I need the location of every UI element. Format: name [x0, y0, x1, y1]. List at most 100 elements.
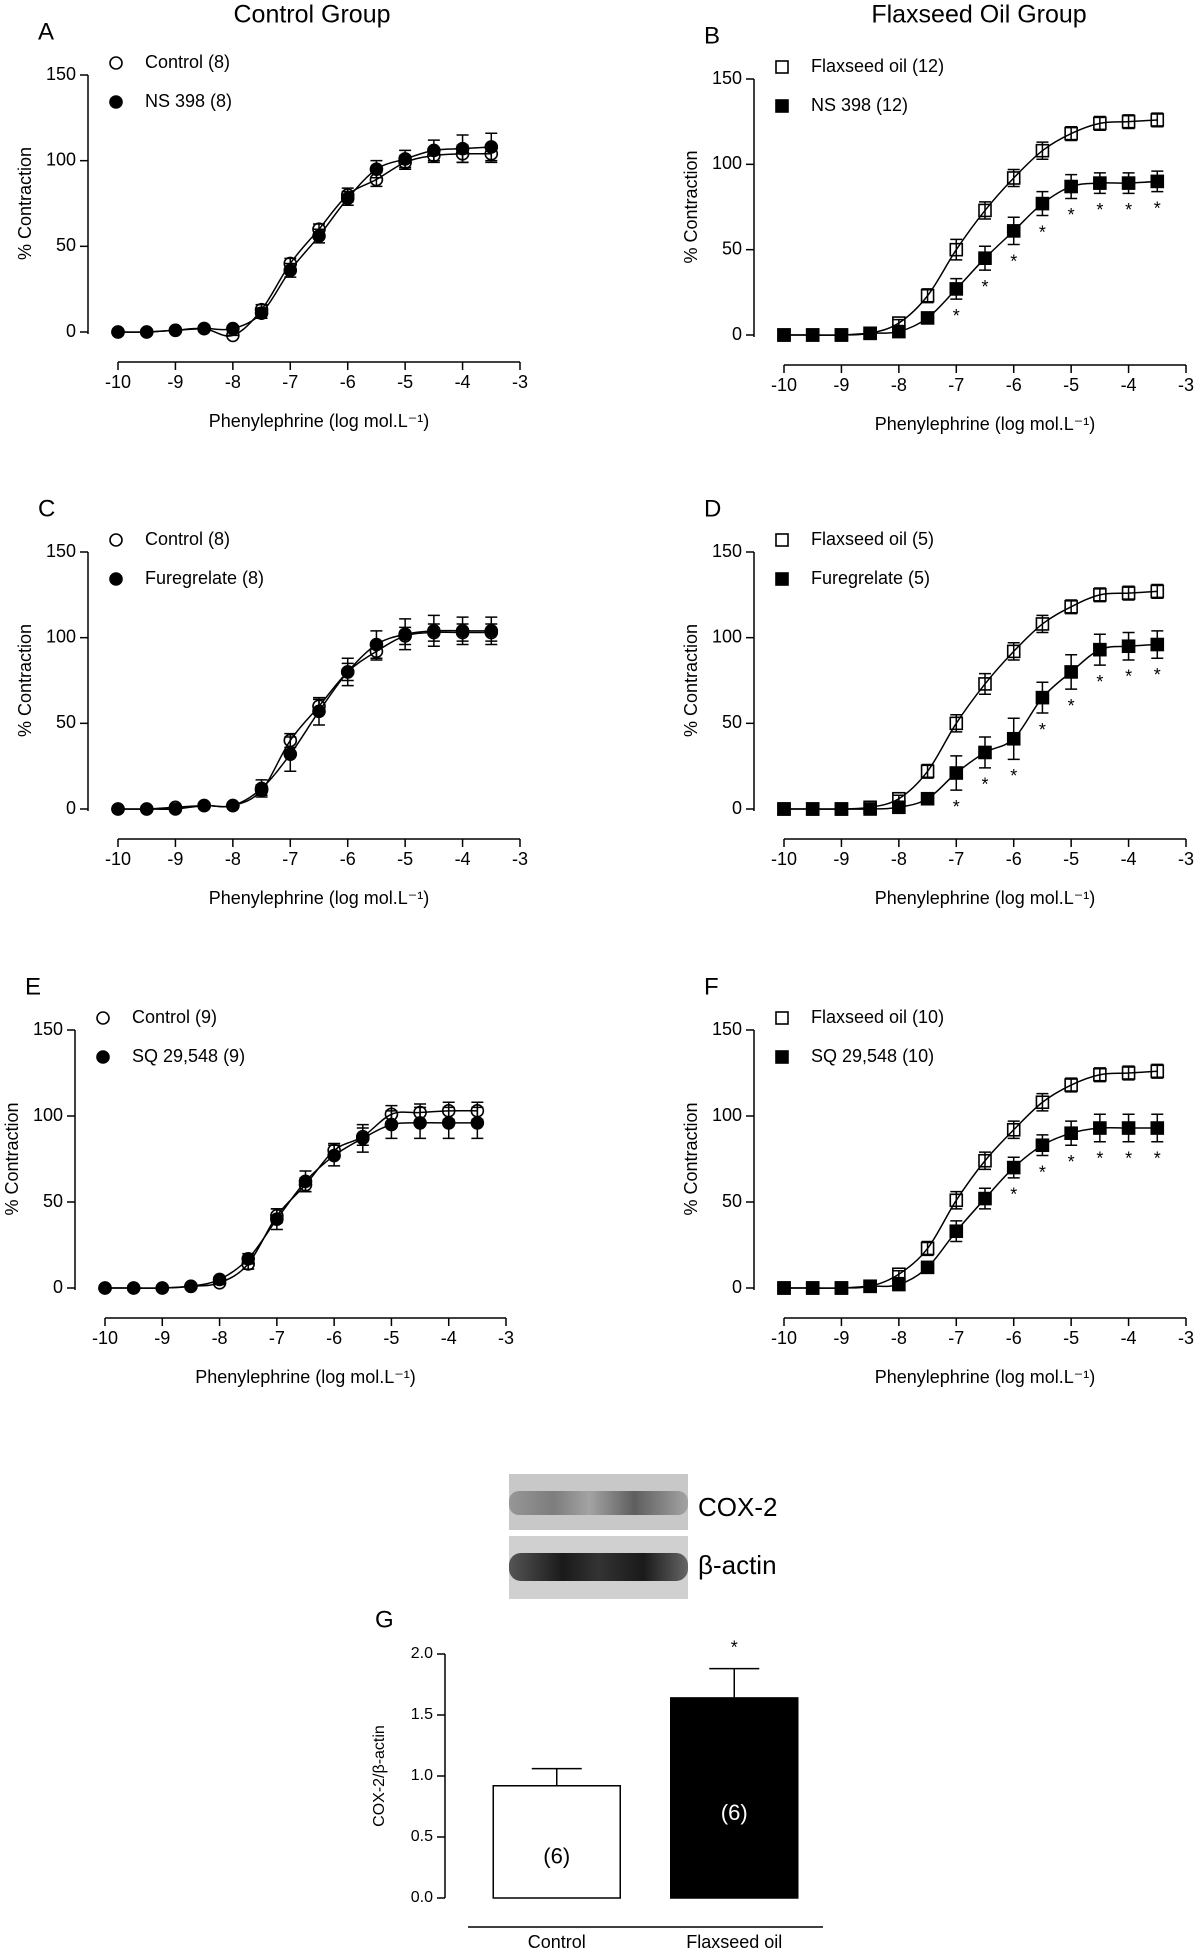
- data-point: [1121, 176, 1136, 190]
- data-point: [455, 624, 470, 638]
- data-point: [398, 627, 412, 642]
- legend-marker: [109, 533, 123, 547]
- data-point: [920, 1260, 935, 1275]
- data-point: [1035, 196, 1050, 211]
- x-tick-label: -3: [1178, 375, 1194, 395]
- data-point: [1121, 114, 1136, 129]
- data-point: [1121, 1066, 1136, 1080]
- x-tick-label: -5: [383, 1328, 399, 1348]
- error-bar: [1151, 1063, 1164, 1079]
- data-point: [1121, 639, 1136, 654]
- data-point: [805, 1281, 820, 1295]
- data-point: [978, 1153, 992, 1168]
- data-point: [1093, 116, 1107, 131]
- legend-marker: [96, 1050, 110, 1064]
- blot-band: [509, 1553, 688, 1581]
- significance-mark: *: [981, 775, 988, 795]
- error-bar: [1122, 114, 1135, 130]
- data-point: [155, 1281, 170, 1295]
- y-tick-label: 0: [66, 798, 76, 818]
- legend-label: SQ 29,548 (9): [132, 1046, 245, 1066]
- data-point: [98, 1281, 112, 1295]
- x-axis-label: Phenylephrine (log mol.L⁻¹): [875, 414, 1096, 434]
- data-point: [1064, 126, 1078, 141]
- error-bar: [1122, 1065, 1135, 1081]
- data-point: [949, 766, 964, 780]
- significance-mark: *: [1125, 1149, 1132, 1169]
- x-axis-label: Phenylephrine (log mol.L⁻¹): [195, 1367, 416, 1387]
- blot-band: [509, 1491, 688, 1515]
- x-tick-label: -10: [771, 1328, 797, 1348]
- legend-marker: [775, 99, 789, 113]
- x-tick-label: -6: [340, 372, 356, 392]
- y-tick-label: 0.0: [411, 1889, 433, 1906]
- significance-mark: *: [1154, 665, 1161, 685]
- data-point: [226, 798, 240, 813]
- data-point: [1064, 179, 1078, 194]
- x-tick-label: -3: [498, 1328, 514, 1348]
- data-point: [978, 251, 992, 265]
- data-point: [805, 802, 820, 816]
- data-point: [1150, 1121, 1165, 1135]
- legend-label: Furegrelate (5): [811, 568, 930, 588]
- y-tick-label: 100: [33, 1105, 63, 1125]
- x-tick-label: -9: [167, 849, 183, 869]
- data-point: [470, 1116, 485, 1130]
- error-bar: [1065, 1077, 1078, 1093]
- data-point: [863, 326, 877, 341]
- x-tick-label: -7: [948, 375, 964, 395]
- legend-label: Control (8): [145, 52, 230, 72]
- y-tick-label: 0: [732, 1277, 742, 1297]
- x-tick-label: -8: [212, 1328, 228, 1348]
- significance-mark: *: [1096, 200, 1103, 220]
- fit-curve: [117, 631, 492, 810]
- data-point: [1150, 584, 1165, 599]
- significance-mark: *: [1096, 1149, 1103, 1169]
- blot-label: β-actin: [698, 1550, 777, 1580]
- significance-mark: *: [1039, 1162, 1046, 1182]
- legend-label: SQ 29,548 (10): [811, 1046, 934, 1066]
- data-point: [384, 1117, 399, 1132]
- y-tick-label: 2.0: [411, 1645, 433, 1662]
- y-tick-label: 100: [46, 626, 76, 646]
- legend-marker: [109, 572, 123, 586]
- data-point: [978, 1191, 992, 1206]
- x-tick-label: -8: [891, 1328, 907, 1348]
- data-point: [1121, 1121, 1136, 1135]
- data-point: [197, 321, 211, 336]
- error-bar: [1065, 599, 1078, 615]
- y-tick-label: 100: [712, 1105, 742, 1125]
- x-tick-label: -4: [455, 372, 471, 392]
- significance-mark: *: [1010, 251, 1017, 271]
- panel-label: E: [25, 973, 41, 1000]
- significance-mark: *: [981, 277, 988, 297]
- x-axis-label: Phenylephrine (log mol.L⁻¹): [875, 888, 1096, 908]
- data-point: [139, 802, 154, 816]
- x-tick-label: -4: [455, 849, 471, 869]
- data-point: [441, 1116, 456, 1130]
- y-tick-label: 150: [46, 541, 76, 561]
- fit-curve: [117, 146, 492, 333]
- data-point: [327, 1148, 341, 1163]
- significance-mark: *: [1010, 766, 1017, 786]
- x-tick-label: -6: [1006, 1328, 1022, 1348]
- data-point: [949, 716, 964, 731]
- y-axis-label: COX-2/β-actin: [371, 1725, 388, 1827]
- panel-label: F: [704, 973, 719, 1000]
- data-point: [270, 1212, 284, 1226]
- data-point: [892, 800, 906, 815]
- x-tick-label: -7: [269, 1328, 285, 1348]
- error-bar: [979, 672, 991, 695]
- legend-label: Flaxseed oil (10): [811, 1007, 944, 1027]
- x-tick-label: -5: [397, 372, 413, 392]
- y-tick-label: 150: [712, 1019, 742, 1039]
- legend-marker: [775, 572, 789, 586]
- significance-mark: *: [1125, 200, 1132, 220]
- data-point: [978, 745, 992, 760]
- y-tick-label: 150: [712, 541, 742, 561]
- significance-mark: *: [731, 1637, 738, 1657]
- panel-label: C: [38, 495, 55, 522]
- y-axis-label: % Contraction: [2, 1102, 22, 1215]
- significance-mark: *: [1154, 198, 1161, 218]
- error-bar: [1065, 126, 1078, 142]
